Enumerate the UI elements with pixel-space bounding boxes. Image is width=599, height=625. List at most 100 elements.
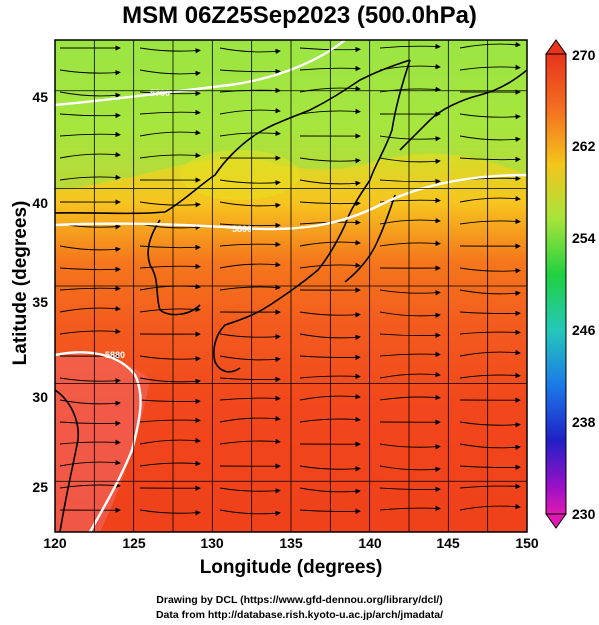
streamline — [219, 222, 281, 229]
x-tick-label: 125 — [122, 535, 146, 551]
streamline — [219, 179, 281, 186]
streamline — [139, 129, 201, 137]
y-tick-label: 40 — [32, 195, 48, 211]
streamline — [219, 201, 281, 209]
streamline — [219, 47, 281, 55]
x-tick-label: 130 — [200, 535, 224, 551]
streamline — [139, 417, 201, 424]
streamline — [139, 355, 201, 362]
streamline — [219, 438, 281, 445]
streamline — [459, 503, 521, 511]
streamline — [139, 244, 201, 251]
streamline — [379, 465, 441, 473]
colorbar-tick-label: 262 — [572, 138, 596, 154]
streamline — [379, 371, 441, 379]
streamline — [379, 86, 441, 93]
colorbar-max-arrow — [545, 39, 567, 55]
streamline — [459, 267, 521, 274]
streamline — [139, 201, 201, 208]
x-axis: 120 125 130 135 140 145 150 — [43, 535, 539, 551]
streamline — [219, 130, 281, 137]
streamline — [379, 240, 441, 247]
x-tick-label: 120 — [43, 535, 67, 551]
streamline — [139, 47, 201, 54]
streamline — [59, 69, 121, 76]
streamline — [219, 333, 281, 340]
streamline — [59, 174, 121, 181]
streamline — [59, 399, 121, 407]
streamline — [59, 112, 121, 119]
streamline — [59, 377, 121, 384]
streamline — [219, 415, 281, 423]
streamlines — [59, 41, 521, 517]
colorbar-tick-label: 270 — [572, 47, 596, 63]
streamline — [59, 420, 121, 427]
credit-drawing: Drawing by DCL (https://www.gfd-dennou.o… — [156, 594, 443, 606]
streamline — [459, 464, 521, 471]
x-tick-label: 140 — [358, 535, 382, 551]
streamline — [459, 41, 521, 49]
streamline — [379, 351, 441, 358]
streamline — [139, 460, 201, 467]
streamline — [139, 377, 201, 385]
y-tick-label: 45 — [32, 89, 48, 105]
streamline — [59, 439, 121, 446]
streamline — [379, 43, 441, 50]
contour-label-5880: 5880 — [105, 350, 125, 360]
streamline — [59, 305, 121, 313]
streamline — [459, 113, 521, 120]
streamline — [379, 289, 441, 296]
streamline — [459, 372, 521, 379]
y-tick-label: 35 — [32, 294, 48, 310]
streamline — [219, 261, 281, 269]
contour-label-5800: 5800 — [232, 224, 252, 234]
streamline — [139, 509, 201, 516]
streamline — [459, 349, 521, 357]
contour-label-5700: 5700 — [150, 88, 170, 98]
colorbar-tick-label: 238 — [572, 414, 596, 430]
streamline — [139, 263, 201, 270]
streamline — [379, 332, 441, 339]
streamline — [459, 195, 521, 203]
plot-frame — [54, 39, 528, 533]
streamline — [139, 109, 201, 116]
streamline — [219, 355, 281, 363]
colorbar: 270 262 254 246 238 230 — [545, 39, 596, 529]
streamline — [219, 395, 281, 402]
streamline — [139, 437, 201, 445]
chart-title: MSM 06Z25Sep2023 (500.0hPa) — [122, 2, 477, 29]
streamline — [59, 285, 121, 292]
streamline — [459, 443, 521, 451]
streamline — [459, 421, 521, 428]
height-contours — [55, 40, 527, 532]
streamline — [219, 487, 281, 494]
streamline — [459, 135, 521, 143]
streamline — [459, 218, 521, 225]
streamline — [139, 398, 201, 405]
streamline — [139, 69, 201, 77]
streamline — [219, 68, 281, 75]
streamline — [459, 310, 521, 317]
colorbar-tick-label: 246 — [572, 322, 596, 338]
y-tick-label: 25 — [32, 479, 48, 495]
streamline — [59, 245, 121, 253]
streamline — [139, 152, 201, 159]
streamline — [219, 107, 281, 115]
streamline — [379, 311, 441, 319]
streamline — [379, 486, 441, 493]
streamline — [59, 131, 121, 138]
credit-data-source: Data from http://database.rish.kyoto-u.a… — [155, 609, 444, 621]
streamline — [459, 156, 521, 163]
x-axis-label: Longitude (degrees) — [199, 557, 383, 578]
streamline — [379, 505, 441, 512]
streamline — [379, 157, 441, 165]
colorbar-scale — [545, 53, 567, 515]
streamline — [59, 266, 121, 273]
colorbar-min-arrow — [545, 513, 567, 529]
streamline — [59, 328, 121, 335]
colorbar-tick-label: 254 — [572, 230, 596, 246]
y-axis-label: Latitude (degrees) — [10, 200, 31, 366]
x-tick-label: 150 — [515, 535, 539, 551]
streamline — [379, 394, 441, 401]
